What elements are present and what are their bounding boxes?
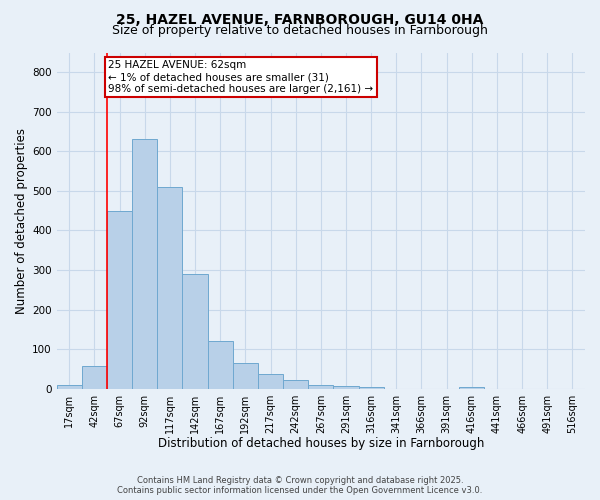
Bar	[359, 386, 384, 388]
Bar	[82, 366, 107, 388]
Text: 25 HAZEL AVENUE: 62sqm
← 1% of detached houses are smaller (31)
98% of semi-deta: 25 HAZEL AVENUE: 62sqm ← 1% of detached …	[108, 60, 373, 94]
Bar	[157, 187, 182, 388]
Bar	[258, 374, 283, 388]
Bar	[334, 386, 359, 388]
Text: 25, HAZEL AVENUE, FARNBOROUGH, GU14 0HA: 25, HAZEL AVENUE, FARNBOROUGH, GU14 0HA	[116, 12, 484, 26]
Text: Size of property relative to detached houses in Farnborough: Size of property relative to detached ho…	[112, 24, 488, 37]
Bar	[283, 380, 308, 388]
Bar	[56, 384, 82, 388]
X-axis label: Distribution of detached houses by size in Farnborough: Distribution of detached houses by size …	[158, 437, 484, 450]
Bar	[233, 363, 258, 388]
Bar	[132, 140, 157, 388]
Text: Contains HM Land Registry data © Crown copyright and database right 2025.
Contai: Contains HM Land Registry data © Crown c…	[118, 476, 482, 495]
Bar	[107, 210, 132, 388]
Bar	[308, 384, 334, 388]
Bar	[208, 341, 233, 388]
Bar	[182, 274, 208, 388]
Bar	[459, 387, 484, 388]
Y-axis label: Number of detached properties: Number of detached properties	[15, 128, 28, 314]
